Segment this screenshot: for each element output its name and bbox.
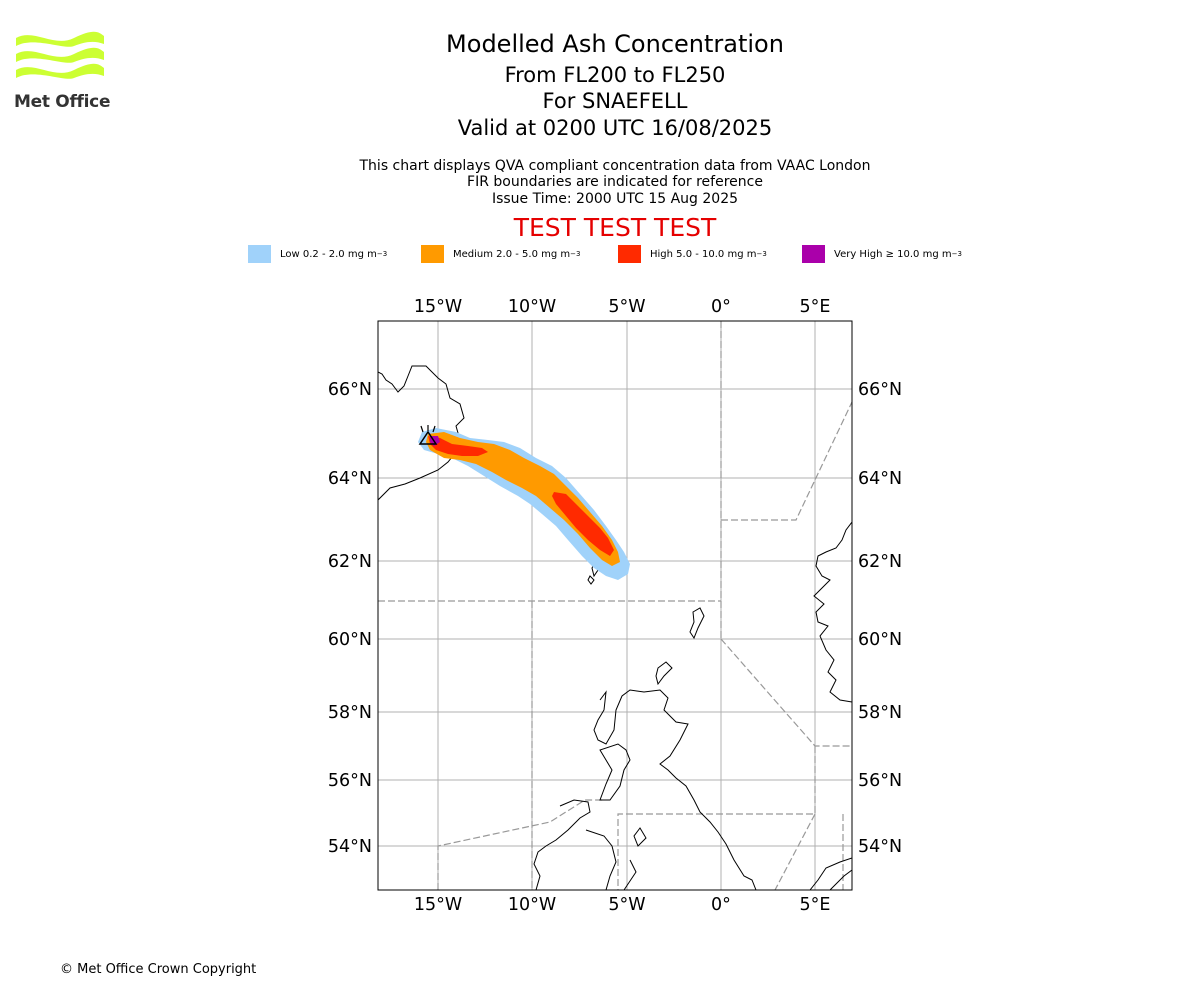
lon-label-bottom-5w: 5°W	[608, 895, 645, 915]
legend-swatch-high	[618, 245, 641, 263]
graticule	[378, 321, 852, 890]
legend-item-high: High 5.0 - 10.0 mg m −3	[618, 244, 767, 264]
legend-item-very-high: Very High ≥ 10.0 mg m −3	[802, 244, 962, 264]
lon-label-top-15w: 15°W	[414, 297, 462, 317]
legend-label-very-high: Very High ≥ 10.0 mg m	[834, 248, 952, 260]
volcano-eruption-icon	[420, 425, 436, 433]
lat-label-right-60n: 60°N	[858, 630, 902, 650]
legend-label-medium: Medium 2.0 - 5.0 mg m	[453, 248, 571, 260]
legend-swatch-medium	[421, 245, 444, 263]
copyright-notice: © Met Office Crown Copyright	[60, 962, 257, 977]
legend-item-low: Low 0.2 - 2.0 mg m −3	[248, 244, 387, 264]
flight-level-subtitle: From FL200 to FL250	[504, 63, 726, 87]
info-line-issue-time: Issue Time: 2000 UTC 15 Aug 2025	[491, 191, 739, 207]
lat-label-left-60n: 60°N	[328, 630, 372, 650]
lat-label-left-66n: 66°N	[328, 380, 372, 400]
chart-title: Modelled Ash Concentration	[446, 30, 784, 58]
lon-label-top-5w: 5°W	[608, 297, 645, 317]
fir-boundaries	[378, 321, 852, 890]
lat-label-left-64n: 64°N	[328, 469, 372, 489]
volcano-triangle-icon	[418, 430, 438, 445]
lon-label-top-10w: 10°W	[508, 297, 556, 317]
lat-label-right-58n: 58°N	[858, 703, 902, 723]
valid-time-subtitle: Valid at 0200 UTC 16/08/2025	[457, 116, 773, 140]
lat-label-right-66n: 66°N	[858, 380, 902, 400]
lon-label-top-0: 0°	[711, 297, 731, 317]
lon-label-bottom-5e: 5°E	[800, 895, 831, 915]
lon-label-bottom-10w: 10°W	[508, 895, 556, 915]
lat-label-left-56n: 56°N	[328, 771, 372, 791]
lat-label-right-54n: 54°N	[858, 837, 902, 857]
legend-swatch-low	[248, 245, 271, 263]
legend-label-high: High 5.0 - 10.0 mg m	[650, 248, 757, 260]
lat-label-left-54n: 54°N	[328, 837, 372, 857]
ash-low-region	[418, 428, 630, 580]
lon-label-bottom-0: 0°	[711, 895, 731, 915]
volcano-subtitle: For SNAEFELL	[542, 89, 688, 113]
legend-swatch-very-high	[802, 245, 825, 263]
lat-label-left-62n: 62°N	[328, 552, 372, 572]
ash-high-region	[428, 436, 488, 456]
lon-label-top-5e: 5°E	[800, 297, 831, 317]
lat-label-right-62n: 62°N	[858, 552, 902, 572]
info-line-qva: This chart displays QVA compliant concen…	[359, 158, 871, 174]
lat-label-left-58n: 58°N	[328, 703, 372, 723]
lon-label-bottom-15w: 15°W	[414, 895, 462, 915]
legend-label-low: Low 0.2 - 2.0 mg m	[280, 248, 377, 260]
lat-label-right-64n: 64°N	[858, 469, 902, 489]
met-office-logo-waves	[16, 31, 104, 79]
info-line-fir: FIR boundaries are indicated for referen…	[467, 174, 763, 190]
map-frame	[377, 320, 853, 891]
test-banner: TEST TEST TEST	[513, 213, 717, 242]
legend-item-medium: Medium 2.0 - 5.0 mg m −3	[421, 244, 580, 264]
lat-label-right-56n: 56°N	[858, 771, 902, 791]
met-office-logo-text: Met Office	[14, 92, 111, 112]
